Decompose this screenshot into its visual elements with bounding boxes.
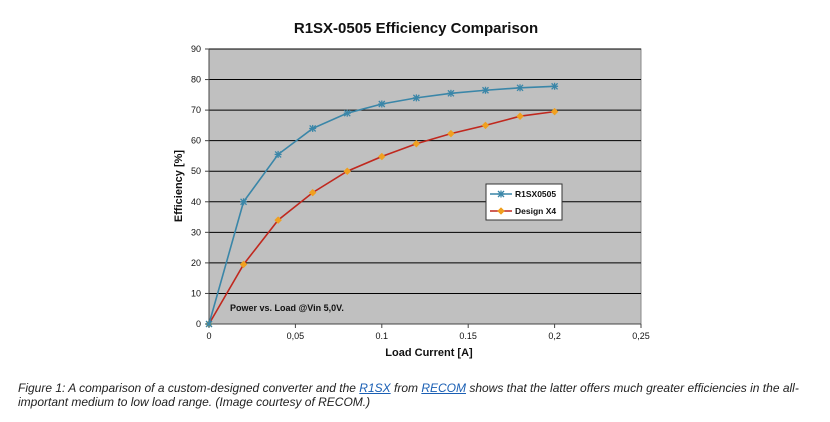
data-point-design-x4 [412,139,421,148]
data-point-r1sx0505 [205,320,213,328]
y-tick-label: 90 [191,44,201,54]
data-point-r1sx0505 [412,94,420,102]
caption-text-3: shows that the latter offers much greate… [18,381,799,409]
y-tick-label: 80 [191,75,201,85]
data-point-design-x4 [308,188,317,197]
legend-box [485,183,563,221]
legend-item-design-x4: Design X4 [490,206,556,216]
data-point-r1sx0505 [481,86,489,94]
data-point-design-x4 [481,121,490,130]
data-point-design-x4 [377,152,386,161]
x-tick-label: 0.15 [459,331,477,341]
data-point-design-x4 [550,107,559,116]
data-point-r1sx0505 [447,89,455,97]
chart-title: R1SX-0505 Efficiency Comparison [294,20,538,37]
x-tick-label: 0,25 [632,331,650,341]
data-point-r1sx0505 [551,82,559,90]
recom-link[interactable]: RECOM [421,381,466,395]
data-point-r1sx0505 [343,109,351,117]
r1sx-link[interactable]: R1SX [359,381,391,395]
data-point-design-x4 [343,167,352,176]
data-point-r1sx0505 [516,84,524,92]
y-axis-label: Efficiency [%] [173,150,185,222]
x-tick-label: 0,05 [287,331,305,341]
caption-text-1: Figure 1: A comparison of a custom-desig… [18,381,360,395]
data-point-r1sx0505 [274,150,282,158]
y-tick-label: 0 [196,319,201,329]
y-tick-label: 30 [191,227,201,237]
plot-area [208,48,642,325]
y-tick-label: 60 [191,136,201,146]
y-tick-label: 20 [191,258,201,268]
legend-marker [497,190,505,198]
data-point-design-x4 [447,129,455,138]
data-point-design-x4 [239,260,248,269]
figure-caption: Figure 1: A comparison of a custom-desig… [18,381,808,409]
legend-label: R1SX0505 [515,189,556,199]
data-point-design-x4 [516,112,524,121]
x-tick-label: 0,2 [548,331,561,341]
data-point-design-x4 [274,216,282,224]
data-point-r1sx0505 [378,100,386,108]
y-tick-label: 10 [191,288,201,298]
legend-marker [497,207,505,215]
caption-text-2: from [390,381,422,395]
y-tick-label: 40 [191,197,201,207]
chart-annotation: Power vs. Load @Vin 5,0V. [230,303,344,313]
x-tick-label: 0 [206,331,211,341]
y-tick-label: 70 [191,105,201,115]
y-tick-label: 50 [191,166,201,176]
data-point-r1sx0505 [309,124,317,132]
x-tick-label: 0.1 [376,331,389,341]
x-axis-label: Load Current [A] [385,347,473,359]
legend: R1SX0505 Design X4 [485,183,563,221]
legend-item-r1sx0505: R1SX0505 [490,189,556,199]
legend-label: Design X4 [515,206,556,216]
data-point-r1sx0505 [240,198,248,206]
